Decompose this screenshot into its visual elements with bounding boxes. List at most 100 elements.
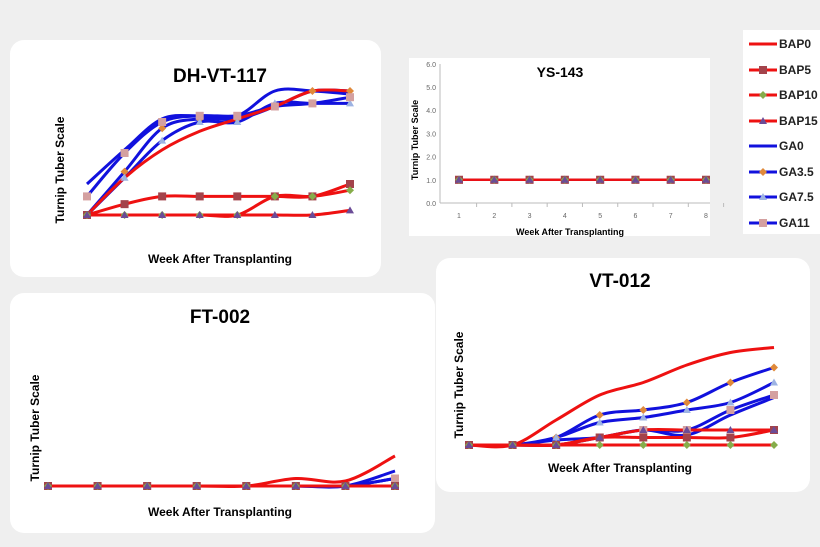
legend-marker (759, 116, 767, 124)
x-axis-label: Week After Transplanting (147, 252, 293, 266)
data-point-ga11 (120, 149, 129, 157)
legend-marker (759, 218, 767, 227)
chart-title: YS-143 (536, 64, 584, 80)
series-line-bap0 (48, 454, 396, 489)
legend-item-bap10: BAP10 (749, 87, 818, 103)
data-point-bap15 (552, 441, 561, 448)
legend-marker (759, 91, 767, 99)
data-point-bap15 (158, 211, 167, 218)
y-tick-label: 1.0 (426, 178, 436, 185)
data-point-ga11 (195, 111, 204, 120)
data-point-bap15 (120, 211, 129, 218)
legend-swatch (749, 193, 777, 200)
data-point-ga3.5 (308, 87, 317, 95)
data-point-ga3.5 (346, 87, 354, 95)
x-axis-label: Week After Transplanting (147, 505, 293, 519)
x-tick-label: 4 (563, 213, 567, 220)
chart-panel-ft-002 (10, 293, 435, 533)
data-point-bap5 (682, 433, 691, 442)
data-point-ga7.5 (346, 99, 354, 107)
legend-item-bap0: BAP0 (749, 36, 811, 52)
legend-marker (759, 193, 767, 200)
data-point-bap10 (639, 441, 648, 449)
data-point-ga7.5 (682, 406, 691, 413)
chart-ft-002 (44, 454, 399, 490)
data-point-ga11 (770, 391, 778, 399)
legend-label: GA0 (779, 139, 804, 153)
data-point-ga7.5 (595, 418, 604, 426)
data-point-bap15 (525, 175, 534, 183)
legend-label: BAP5 (779, 62, 812, 77)
legend-item-bap5: BAP5 (749, 62, 811, 78)
y-tick-label: 2.0 (426, 155, 436, 162)
legend-swatch (749, 42, 777, 46)
data-point-bap15 (455, 175, 463, 183)
data-point-ga3.5 (120, 167, 129, 176)
data-point-bap10 (595, 441, 604, 449)
x-tick-label: 5 (598, 213, 602, 220)
data-point-bap15 (192, 482, 201, 489)
data-point-bap15 (44, 482, 52, 489)
legend-item-ga11: GA11 (749, 215, 810, 231)
data-point-ga7.5 (120, 173, 129, 181)
data-point-bap5 (346, 180, 354, 188)
data-point-ga3.5 (158, 124, 167, 133)
data-point-bap5 (726, 433, 735, 442)
data-point-bap10 (726, 441, 735, 449)
data-point-ga11 (346, 93, 354, 102)
data-point-bap10 (346, 186, 354, 195)
x-tick-label: 2 (492, 213, 496, 220)
data-point-bap15 (270, 211, 279, 218)
chart-ys-143: 0.0 1.0 2.0 3.0 4.0 5.0 6.0 1 2 3 4 5 6 7 8 (426, 62, 725, 220)
data-point-ga3.5 (595, 411, 604, 419)
data-point-ga7.5 (233, 118, 242, 125)
data-point-bap15 (346, 206, 354, 214)
data-point-bap15 (233, 211, 242, 218)
legend-item-ga7.5: GA7.5 (749, 189, 814, 205)
data-point-ga7.5 (639, 413, 648, 421)
data-point-ga7.5 (158, 136, 167, 144)
chart-title: VT-012 (589, 271, 651, 292)
x-tick-label: 8 (704, 213, 708, 220)
data-point-bap15 (391, 482, 399, 489)
legend-label: GA11 (779, 215, 810, 230)
data-point-bap5 (233, 192, 242, 201)
chart-title: DH-VT-117 (173, 66, 267, 87)
data-point-bap15 (702, 175, 710, 183)
chart-title: FT-002 (189, 307, 251, 328)
data-point-ga11 (233, 111, 242, 120)
data-point-ga3.5 (770, 363, 778, 372)
y-tick-label: 4.0 (426, 108, 436, 115)
legend-swatch (749, 91, 777, 99)
data-point-ga7.5 (770, 378, 778, 386)
data-point-bap15 (639, 426, 648, 433)
y-tick-label: 0.0 (426, 201, 436, 208)
data-point-ga11 (726, 406, 735, 414)
y-tick-label: 5.0 (426, 85, 436, 92)
data-point-bap15 (83, 211, 91, 218)
legend-label: GA3.5 (779, 164, 814, 179)
x-axis-label: Week After Transplanting (515, 227, 625, 237)
data-point-bap15 (726, 426, 735, 433)
data-point-bap15 (666, 175, 675, 183)
data-point-bap5 (639, 433, 648, 442)
data-point-bap15 (465, 441, 473, 448)
data-point-bap15 (596, 175, 605, 183)
y-tick-label: 3.0 (426, 131, 436, 138)
data-point-bap15 (770, 426, 778, 433)
legend-label: BAP15 (779, 113, 818, 128)
data-point-bap15 (242, 482, 251, 489)
data-point-ga3.5 (682, 398, 691, 407)
data-point-bap15 (143, 482, 152, 489)
legend-label: BAP10 (779, 88, 818, 102)
data-point-bap15 (341, 482, 350, 489)
data-point-bap15 (93, 482, 102, 489)
legend-swatch (749, 65, 777, 74)
data-point-bap15 (195, 211, 204, 218)
legend-item-ga0: GA0 (749, 138, 804, 154)
legend-swatch (749, 218, 777, 227)
data-point-bap15 (308, 211, 317, 218)
chart-vt-012 (465, 346, 778, 449)
x-tick-label: 1 (457, 213, 461, 220)
